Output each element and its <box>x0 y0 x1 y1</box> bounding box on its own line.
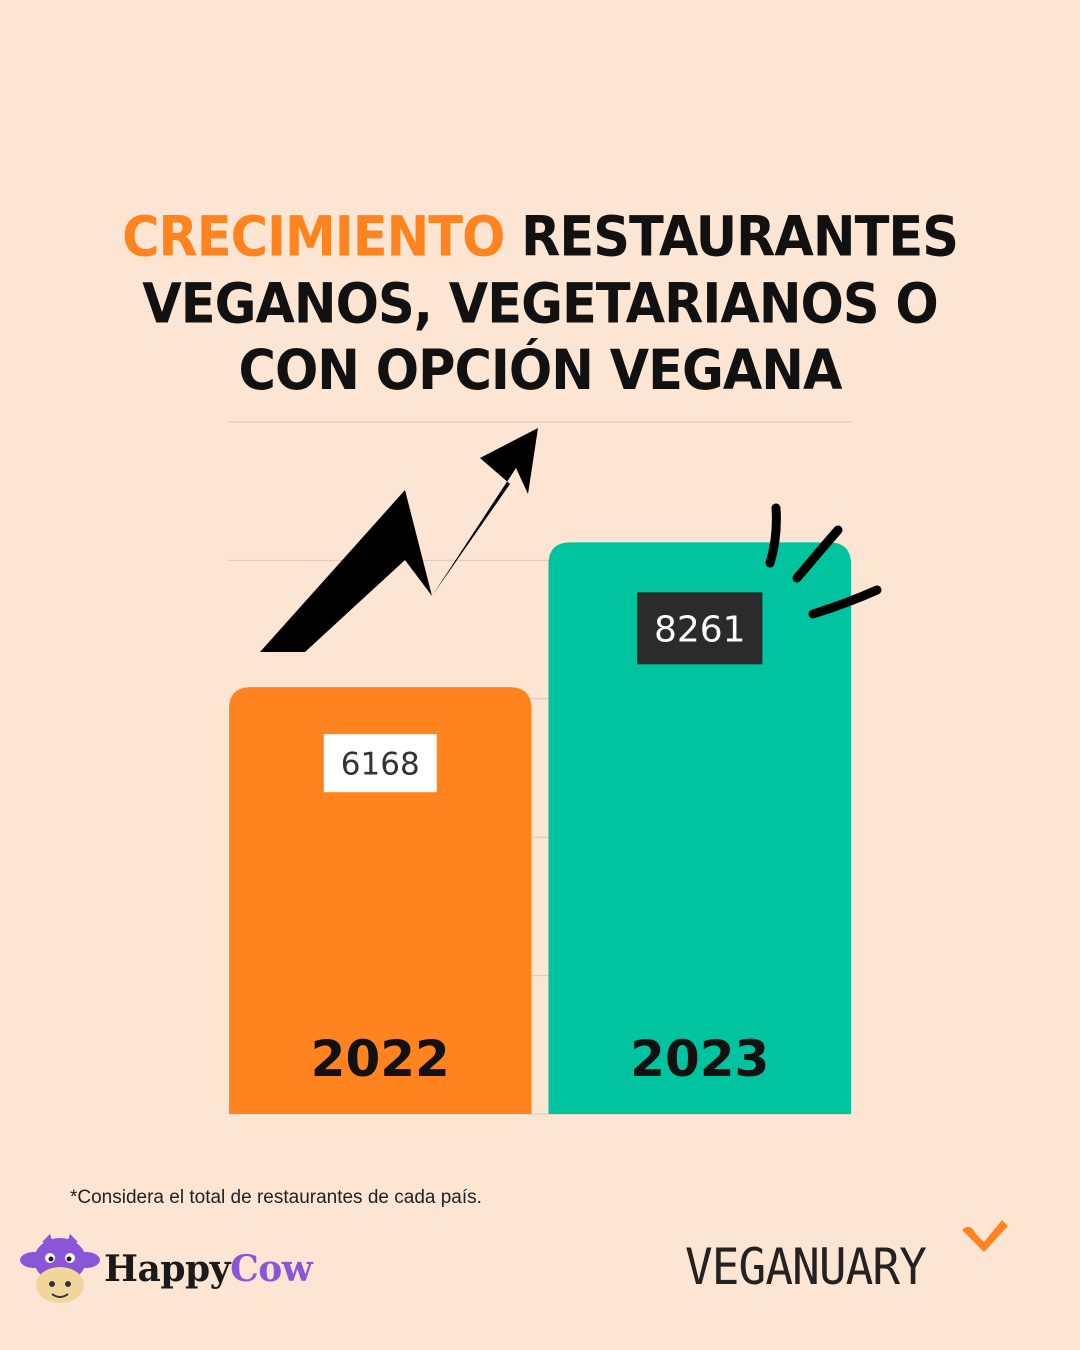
happycow-wordmark: HappyCow <box>104 1248 313 1290</box>
chart-title: CRECIMIENTO RESTAURANTES VEGANOS, VEGETAR… <box>40 205 1040 406</box>
cow-face-icon <box>20 1234 100 1303</box>
category-label: 2023 <box>630 1030 769 1088</box>
title-line1-rest: RESTAURANTES <box>504 205 959 270</box>
category-labels: 2022 2023 <box>311 1030 770 1088</box>
title-line2: VEGANOS, VEGETARIANOS O <box>142 272 938 337</box>
veganuary-wordmark: VEGANUARY <box>685 1238 927 1296</box>
up-zigzag-arrow-icon <box>260 428 538 652</box>
footnote: *Considera el total de restaurantes de c… <box>70 1187 482 1208</box>
happycow-logo <box>20 1234 100 1303</box>
data-label-box <box>323 734 437 793</box>
happycow-word-happy: Happy <box>104 1248 231 1290</box>
category-label: 2022 <box>311 1030 450 1088</box>
veganuary-logo <box>962 1220 1008 1252</box>
title-line3: CON OPCIÓN VEGANA <box>238 339 843 404</box>
title-accent-word: CRECIMIENTO <box>122 205 505 270</box>
heart-check-icon <box>962 1220 1008 1252</box>
bar-2022 <box>229 687 532 1114</box>
data-labels: 6168 8261 <box>323 592 763 793</box>
data-label: 6168 <box>341 746 420 782</box>
bars <box>229 542 851 1114</box>
sparkle-lines-icon <box>765 503 882 619</box>
data-label: 8261 <box>654 609 746 650</box>
happycow-word-cow: Cow <box>230 1248 313 1290</box>
bar-2023 <box>548 542 851 1114</box>
data-label-box <box>637 592 763 665</box>
